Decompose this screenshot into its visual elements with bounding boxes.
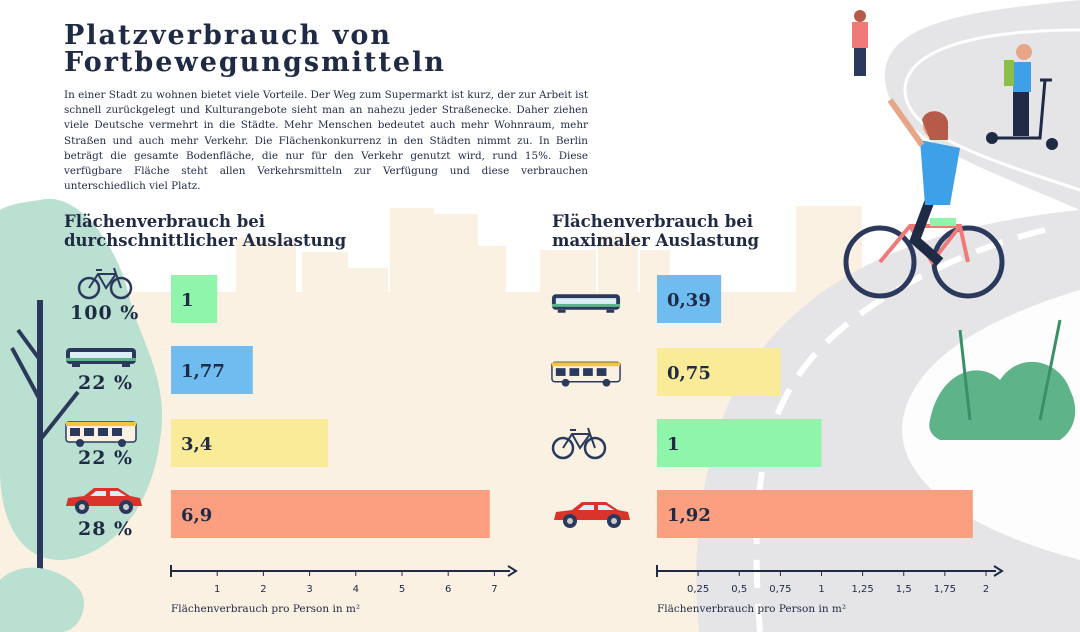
x-tick-label: 6 [445,584,451,595]
x-tick-label: 2 [260,584,266,595]
bus-icon [551,361,621,387]
x-tick-label: 0,25 [687,584,709,595]
data-label: 1,92 [667,505,711,526]
occupancy-bicycle: 100 % [70,302,140,324]
data-label: 1 [181,290,194,311]
x-axis-title: Flächenverbrauch pro Person in m² [657,603,846,615]
scooter-rider-illustration [986,44,1058,150]
tree-illustration [0,198,163,632]
car-icon [66,488,142,514]
bar-bicycle [171,275,218,323]
bicycle-icon [77,267,133,300]
car-icon [554,502,630,528]
bar-bus [171,419,329,467]
x-axis-title: Flächenverbrauch pro Person in m² [171,603,360,615]
bar-bicycle [657,419,822,467]
occupancy-car: 28 % [78,518,134,540]
bicycle-icon [551,427,607,460]
bar-tram [657,275,722,323]
data-label: 1 [667,434,680,455]
bus-icon [65,421,137,447]
x-axis-arrow [993,565,1004,577]
x-tick-label: 1,75 [934,584,956,595]
bar-tram [171,346,253,394]
data-label: 0,39 [667,290,711,311]
x-tick-label: 2 [983,584,989,595]
data-label: 0,75 [667,363,711,384]
bush-illustration [929,319,1076,440]
x-tick-label: 5 [399,584,405,595]
x-tick-label: 7 [491,584,497,595]
tram-icon [551,294,621,313]
chart-title-average: Flächenverbrauch bei durchschnittlicher … [64,212,347,250]
bar-car [171,490,490,538]
x-tick-label: 0,5 [731,584,747,595]
x-tick-label: 0,75 [769,584,791,595]
data-label: 3,4 [181,434,212,455]
cyclist-illustration [843,98,1005,299]
chart-title-maximum: Flächenverbrauch bei maximaler Auslastun… [552,212,760,250]
x-tick-label: 1 [214,584,220,595]
occupancy-tram: 22 % [78,372,134,394]
bar-bus [657,348,781,396]
x-axis-arrow [507,565,518,577]
bar-car [657,490,973,538]
tram-icon [66,348,136,367]
occupancy-bus: 22 % [78,447,134,469]
data-label: 1,77 [181,361,225,382]
x-tick-label: 3 [306,584,312,595]
x-tick-label: 4 [353,584,359,595]
page-title: Platzverbrauch von Fortbewegungsmitteln [64,20,446,78]
x-tick-label: 1,5 [896,584,912,595]
pedestrian-illustration [852,10,868,76]
data-label: 6,9 [181,505,212,526]
x-tick-label: 1,25 [851,584,873,595]
intro-text: In einer Stadt zu wohnen bietet viele Vo… [64,89,588,193]
x-tick-label: 1 [818,584,824,595]
